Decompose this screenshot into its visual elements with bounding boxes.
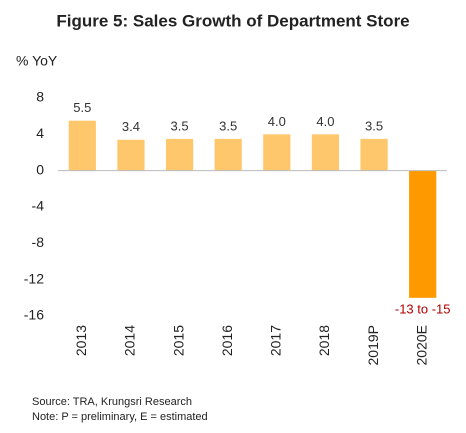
source: Source: TRA, Krungsri Research: [32, 396, 192, 408]
bar: [68, 120, 96, 171]
x-tick-label: 2014: [122, 325, 138, 356]
bar: [360, 138, 388, 171]
y-tick-label: -16: [24, 307, 44, 323]
y-tick-label: 8: [36, 89, 44, 105]
data-label: -13 to -15: [395, 301, 451, 316]
x-tick-label: 2020E: [413, 325, 429, 365]
x-tick-label: 2018: [316, 325, 332, 356]
y-tick-label: 4: [36, 125, 44, 141]
data-label: 4.0: [316, 114, 334, 129]
x-tick-label: 2013: [73, 325, 89, 356]
y-axis-label: % YoY: [16, 53, 58, 69]
bar: [409, 170, 437, 298]
note: Note: P = preliminary, E = estimated: [32, 411, 208, 423]
x-tick-label: 2016: [219, 325, 235, 356]
bar: [263, 134, 291, 171]
chart-title: Figure 5: Sales Growth of Department Sto…: [56, 11, 409, 30]
y-tick-label: -12: [24, 270, 44, 286]
bar: [165, 138, 194, 171]
data-label: 3.5: [365, 118, 383, 133]
data-label: 3.5: [171, 118, 189, 133]
x-tick-label: 2017: [268, 325, 284, 356]
data-label: 4.0: [268, 114, 286, 129]
data-label: 3.5: [219, 118, 237, 133]
data-label: 5.5: [73, 100, 91, 115]
y-tick-label: -4: [32, 198, 45, 214]
y-tick-label: -8: [32, 234, 45, 250]
x-tick-label: 2019P: [365, 325, 381, 365]
data-label: 3.4: [122, 119, 140, 134]
bar: [214, 138, 242, 171]
bar: [117, 139, 145, 171]
x-tick-label: 2015: [170, 325, 186, 356]
y-tick-label: 0: [36, 161, 44, 177]
bar: [311, 134, 340, 171]
